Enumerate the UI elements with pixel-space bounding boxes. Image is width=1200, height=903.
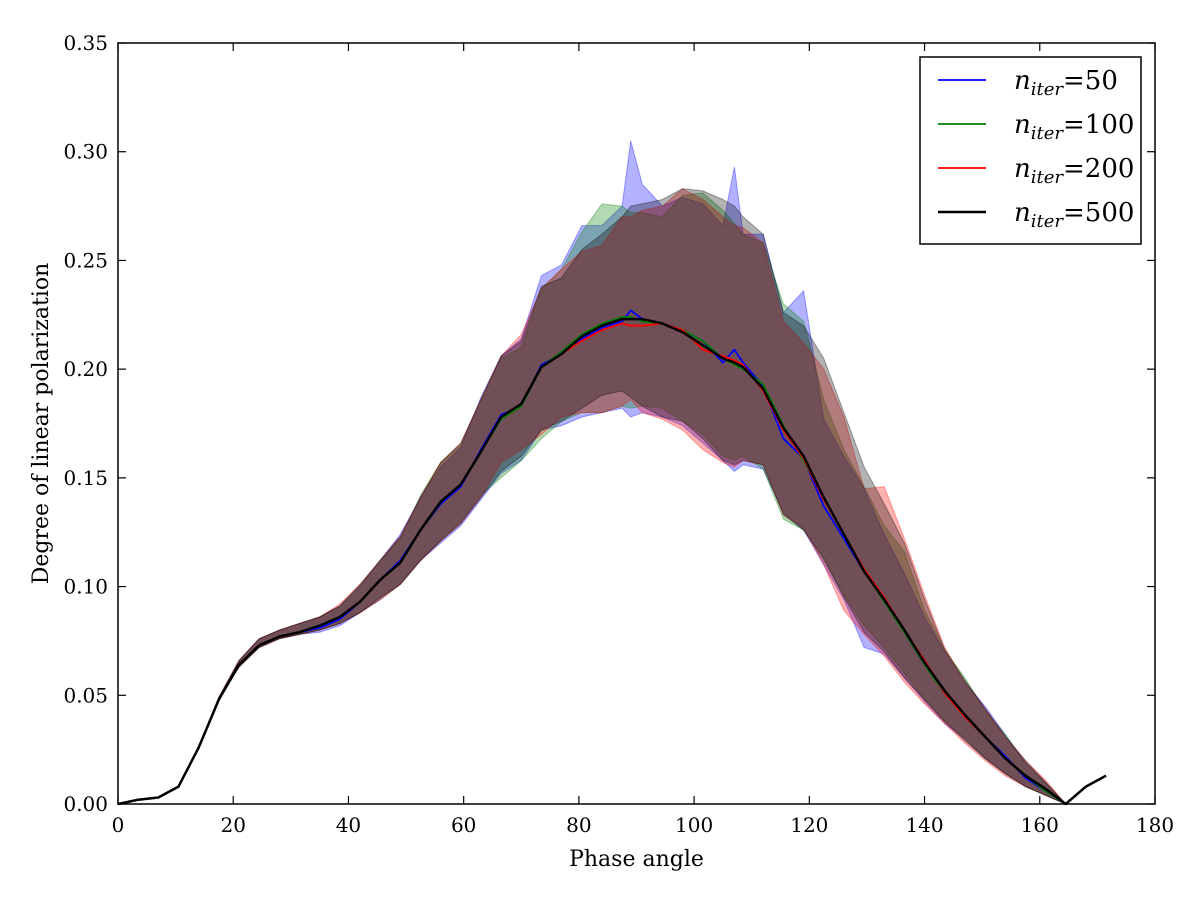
y-tick-label: 0.15 (63, 466, 108, 490)
legend: niter=50 niter=100 niter=200 niter=500 (919, 56, 1142, 245)
x-axis-ticks: 0 20 40 60 80 100 120 140 160 180 (112, 43, 1174, 837)
x-tick-label: 100 (675, 813, 713, 837)
y-tick-label: 0.10 (63, 575, 108, 599)
x-tick-label: 20 (220, 813, 245, 837)
x-tick-label: 80 (566, 813, 591, 837)
y-tick-label: 0.05 (63, 683, 108, 707)
x-tick-label: 120 (790, 813, 828, 837)
x-tick-label: 180 (1136, 813, 1174, 837)
legend-label-4: niter=500 (1014, 198, 1134, 232)
y-tick-label: 0.30 (63, 140, 108, 164)
x-tick-label: 140 (905, 813, 943, 837)
uncertainty-bands (117, 140, 1107, 805)
x-tick-label: 60 (451, 813, 476, 837)
x-tick-label: 0 (112, 813, 125, 837)
x-tick-label: 160 (1021, 813, 1059, 837)
legend-label-2: niter=100 (1014, 110, 1134, 144)
y-axis-label: Degree of linear polarization (29, 263, 54, 585)
y-tick-label: 0.35 (63, 31, 108, 55)
y-tick-label: 0.25 (63, 248, 108, 272)
y-tick-label: 0.00 (63, 792, 108, 816)
plot-frame (117, 42, 1156, 805)
legend-label-1: niter=50 (1014, 66, 1118, 100)
line-series-4 (117, 317, 1107, 806)
x-tick-label: 40 (336, 813, 361, 837)
series-lines (117, 309, 1107, 806)
y-tick-label: 0.20 (63, 357, 108, 381)
x-axis-label: Phase angle (569, 847, 704, 872)
legend-label-3: niter=200 (1014, 154, 1134, 188)
y-axis-ticks: 0.00 0.05 0.10 0.15 0.20 0.25 0.30 0.35 (63, 31, 1155, 816)
